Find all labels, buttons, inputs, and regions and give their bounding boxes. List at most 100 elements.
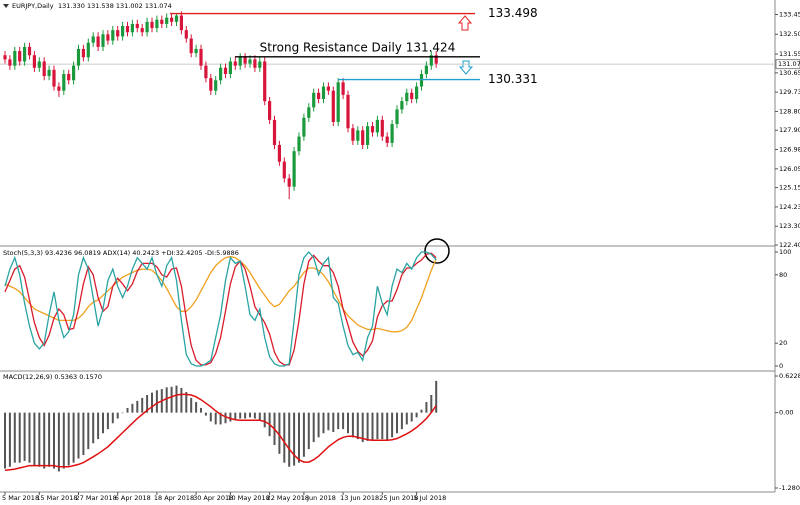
histogram-bar — [347, 412, 349, 434]
histogram-bar — [381, 412, 384, 440]
y-tick-label: 100 — [779, 248, 791, 256]
histogram-bar — [116, 412, 119, 419]
candle-body — [37, 61, 41, 68]
histogram-bar — [209, 412, 212, 422]
y-tick-label: 123.305 — [779, 222, 800, 230]
histogram-bar — [204, 412, 207, 416]
histogram-bar — [165, 387, 168, 413]
histogram-bar — [23, 412, 26, 461]
histogram-bar — [361, 412, 364, 443]
histogram-bar — [351, 412, 354, 438]
histogram-bar — [219, 412, 222, 425]
histogram-bar — [307, 412, 310, 450]
histogram-bar — [214, 412, 217, 425]
candle-body — [361, 130, 365, 145]
candle-body — [165, 17, 169, 24]
candle-body — [263, 61, 267, 102]
candle-body — [415, 86, 419, 100]
histogram-bar — [87, 412, 90, 450]
x-tick-label: 25 Jun 2018 — [379, 494, 418, 502]
candle-body — [268, 101, 272, 120]
candle-body — [317, 92, 321, 100]
histogram-bar — [146, 395, 149, 413]
y-tick-label: 80 — [779, 271, 787, 279]
candle-body — [434, 55, 438, 64]
histogram-bar — [106, 412, 109, 430]
candle-body — [429, 55, 433, 66]
candle-body — [282, 161, 286, 179]
histogram-bar — [92, 412, 95, 444]
candle-body — [370, 126, 375, 133]
candle-body — [81, 48, 85, 58]
candle-body — [375, 119, 379, 133]
candle-body — [76, 48, 81, 66]
x-tick-label: 15 Mar 2018 — [36, 494, 77, 502]
histogram-bar — [131, 403, 134, 413]
candle-body — [312, 92, 316, 108]
candle-body — [116, 30, 120, 37]
histogram-bar — [229, 412, 232, 422]
histogram-bar — [102, 412, 104, 434]
candle-body — [106, 34, 110, 41]
histogram-bar — [396, 412, 398, 434]
candle-body — [3, 55, 7, 60]
candle-body — [385, 136, 389, 143]
histogram-bar — [170, 386, 173, 413]
candle-body — [331, 90, 335, 122]
candle-body — [238, 57, 242, 66]
y-tick-label: 124.230 — [779, 203, 800, 211]
candle-body — [8, 59, 12, 66]
candle-body — [395, 109, 399, 125]
current-price-label: 131.074 — [778, 60, 800, 68]
candle-body — [214, 80, 218, 91]
menu-triangle[interactable] — [3, 4, 9, 8]
candle-body — [366, 126, 370, 145]
candle-body — [18, 51, 22, 62]
histogram-bar — [263, 412, 266, 428]
histogram-bar — [97, 412, 100, 440]
x-tick-label: 22 May 2018 — [267, 494, 309, 502]
histogram-bar — [18, 412, 21, 463]
candle-body — [233, 61, 237, 66]
histogram-bar — [121, 412, 124, 414]
histogram-bar — [175, 385, 178, 413]
histogram-bar — [67, 412, 70, 466]
histogram-bar — [8, 412, 11, 467]
candle-body — [228, 61, 232, 74]
histogram-bar — [327, 412, 330, 431]
histogram-bar — [200, 407, 202, 413]
candle-body — [380, 119, 384, 137]
stoch-title: Stoch(5,3,3) 93.4236 96.0819 ADX(14) 40.… — [3, 249, 239, 257]
histogram-bar — [415, 412, 418, 418]
histogram-bar — [72, 412, 75, 463]
candle-body — [424, 65, 428, 74]
histogram-bar — [317, 412, 320, 438]
frame — [0, 0, 776, 493]
histogram-bar — [151, 392, 153, 413]
candle-body — [179, 15, 183, 31]
histogram-bar — [155, 390, 158, 413]
candle-body — [356, 130, 360, 141]
y-tick-label: 126.980 — [779, 146, 800, 154]
candle-body — [23, 46, 27, 62]
histogram-bar — [258, 412, 261, 420]
x-tick-label: 13 Jun 2018 — [340, 494, 379, 502]
histogram-bar — [43, 412, 46, 469]
candle-body — [62, 73, 66, 91]
y-tick-label: 127.905 — [779, 126, 800, 134]
y-tick-label: 0.00 — [779, 409, 793, 417]
histogram-bar — [420, 409, 423, 413]
y-tick-label: 126.055 — [779, 165, 800, 173]
current-price-box — [775, 59, 800, 70]
y-tick-label: 0.6228 — [779, 372, 800, 380]
histogram-bar — [111, 412, 114, 424]
candle-body — [91, 36, 95, 43]
candle-body — [287, 178, 291, 187]
histogram-bar — [366, 412, 369, 441]
candle-body — [341, 82, 345, 95]
x-tick-label: 27 Mar 2018 — [76, 494, 117, 502]
candle-body — [111, 30, 115, 41]
histogram-bar — [126, 407, 129, 413]
candle-body — [272, 119, 277, 145]
